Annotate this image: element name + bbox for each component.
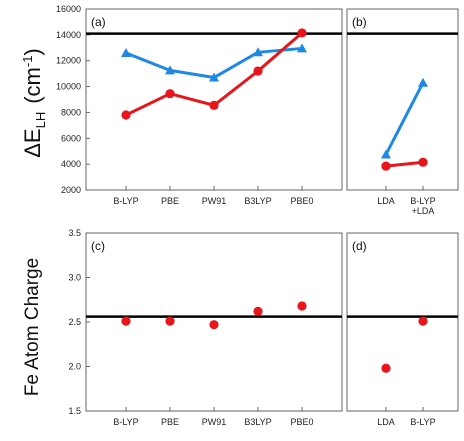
data-point-circle [418,316,428,326]
x-tick-label: +LDA [412,206,435,216]
data-point-circle [297,301,307,311]
data-point-circle [121,110,131,120]
x-tick-label: B3LYP [244,196,271,206]
data-point-triangle [165,65,175,75]
data-point-triangle [297,43,307,53]
data-point-circle [381,161,391,171]
panel-label: (c) [91,239,105,253]
y-tick-label: 6000 [61,133,81,143]
x-tick-label: B3LYP [244,417,271,427]
panel-3: LDA B-LYP (d) [346,232,459,427]
y-axis-label-energy: ΔELH(cm-1) [20,48,48,158]
data-point-circle [381,363,391,373]
y-tick-label: 3.0 [68,273,81,283]
series-line [385,160,424,168]
y-tick-label: 1.5 [68,406,81,416]
data-point-triangle [209,72,219,82]
data-point-triangle [418,77,428,87]
y-tick-label: 8000 [61,107,81,117]
data-point-circle [165,316,175,326]
data-point-circle [209,320,219,330]
x-tick-label: PBE0 [290,196,313,206]
y-tick-label: 4000 [61,159,81,169]
data-point-triangle [121,47,131,57]
x-tick-label: PW91 [202,196,227,206]
panel-2: 1.5 2.0 2.5 3.0 3.5 B-LYP PBE PW91 B3LYP PBE0 (c) [68,228,343,427]
panel-label: (d) [352,239,367,253]
x-tick-label: B-LYP [410,196,435,206]
series-line [384,82,425,156]
x-tick-label: PW91 [202,417,227,427]
x-tick-label: B-LYP [113,196,138,206]
y-tick-label: 10000 [56,82,81,92]
y-tick-label: 16000 [56,4,81,14]
x-tick-label: PBE0 [290,417,313,427]
panel-1: LDA B-LYP+LDA (b) [346,8,459,216]
y-tick-label: 14000 [56,30,81,40]
panel-0: 2000 4000 6000 8000 10000 12000 14000 16000 B-LY… [56,4,343,206]
panels: 2000 4000 6000 8000 10000 12000 14000 16000 B-LY… [56,4,459,427]
x-tick-label: LDA [377,417,395,427]
data-point-circle [253,306,263,316]
data-point-circle [297,28,307,38]
y-axis-label-charge: Fe Atom Charge [22,258,43,396]
x-tick-label: PBE [161,196,179,206]
y-tick-label: 2.5 [68,317,81,327]
data-point-circle [253,66,263,76]
y-tick-label: 2.0 [68,362,81,372]
data-point-triangle [381,149,391,159]
plot-frame [346,232,459,412]
data-point-triangle [253,47,263,57]
data-point-circle [121,316,131,326]
data-point-circle [165,89,175,99]
panel-label: (b) [352,15,367,29]
data-point-circle [209,100,219,110]
y-tick-label: 3.5 [68,228,81,238]
x-tick-label: B-LYP [410,417,435,427]
x-tick-label: LDA [377,196,395,206]
x-tick-label: B-LYP [113,417,138,427]
x-tick-label: PBE [161,417,179,427]
data-point-circle [418,157,428,167]
panel-label: (a) [91,15,106,29]
plot-frame [346,8,459,191]
y-tick-label: 2000 [61,185,81,195]
y-tick-label: 12000 [56,56,81,66]
